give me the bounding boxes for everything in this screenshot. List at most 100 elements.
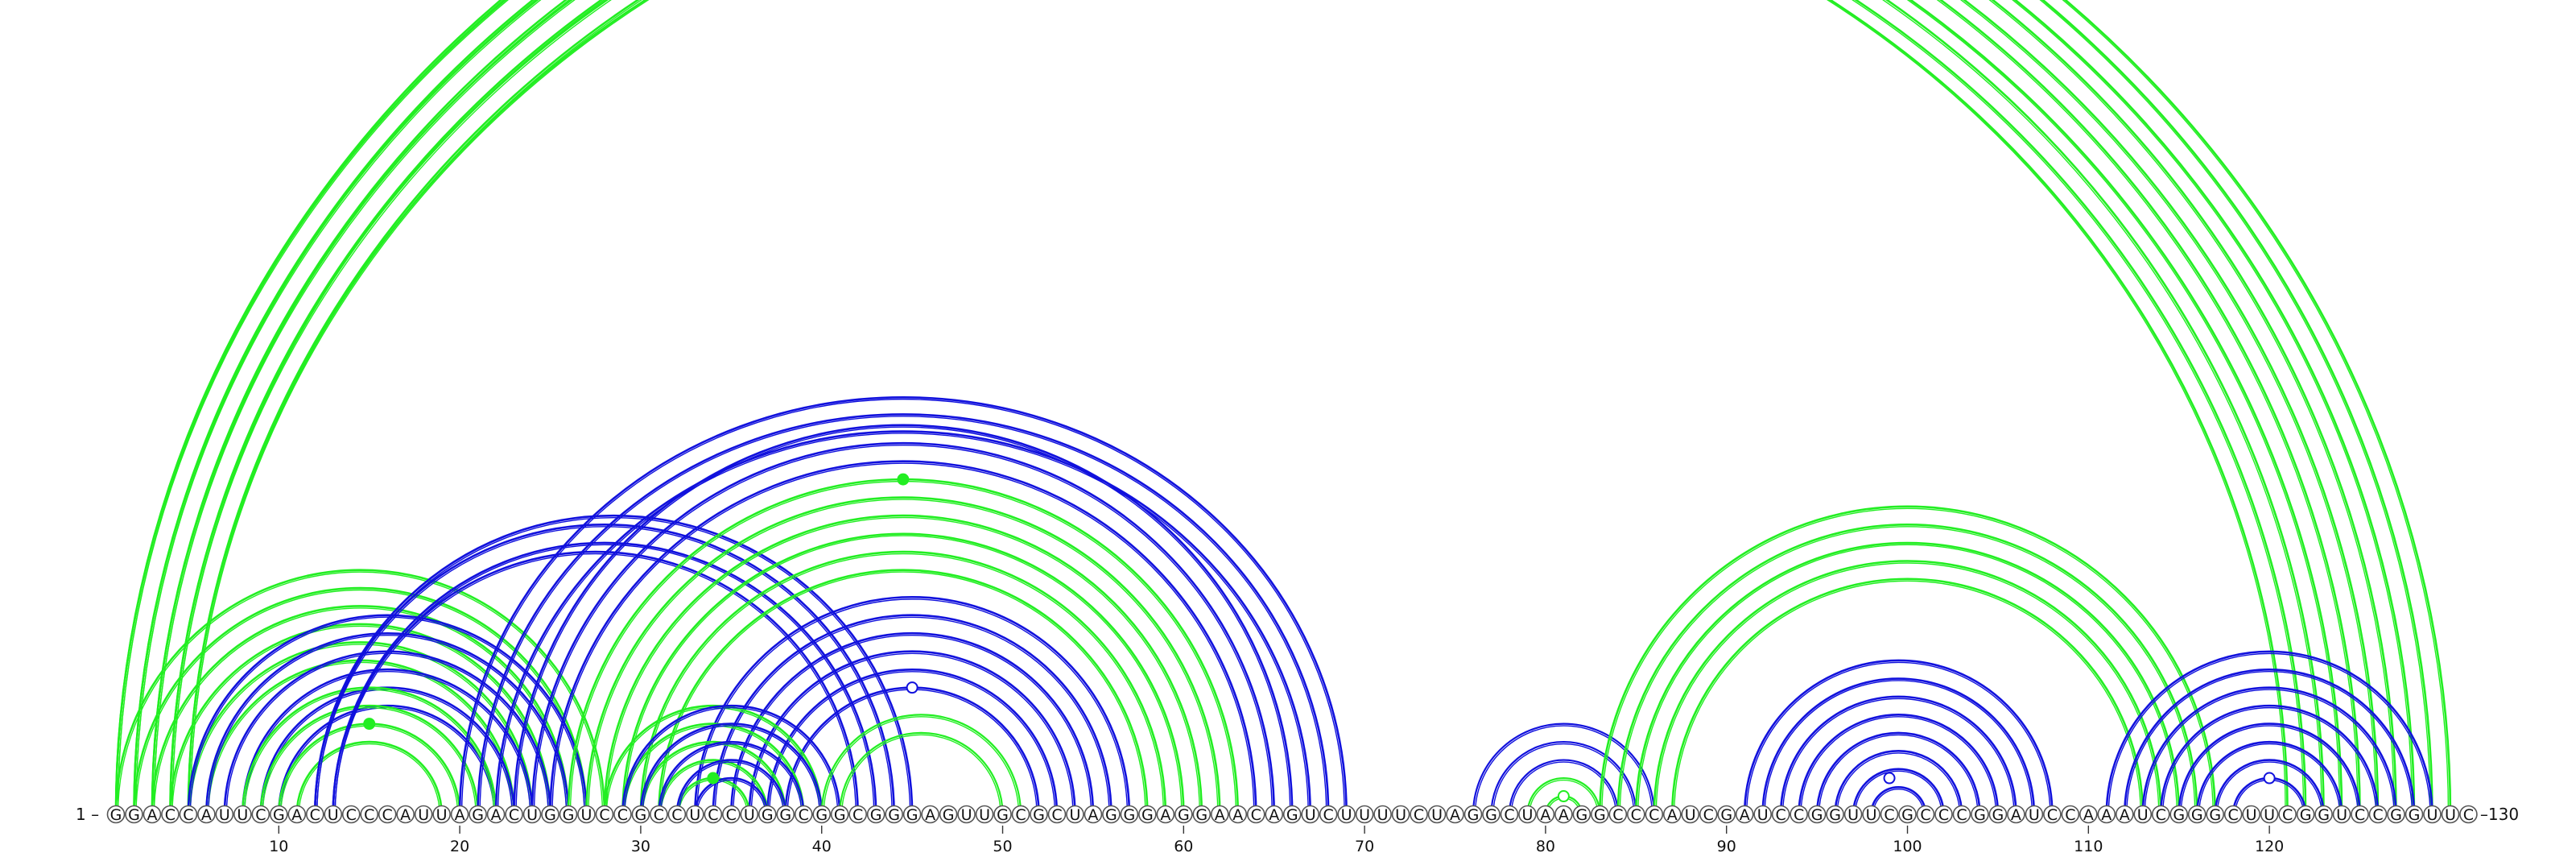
- nucleotide-letter: G: [1141, 806, 1154, 824]
- nucleotide-letter: U: [1431, 806, 1443, 824]
- nucleotide-letter: U: [219, 806, 230, 824]
- tick-label: 120: [2255, 838, 2284, 855]
- base-pair-arc-94-105: [1798, 714, 2000, 815]
- nucleotide-circle: [1246, 805, 1265, 824]
- base-pair-arc-5-121: [187, 0, 2289, 815]
- nucleotide-letter: G: [1124, 806, 1136, 824]
- base-pair-arc-97-102: [1852, 768, 1945, 815]
- nucleotide-circle: [1156, 805, 1175, 824]
- base-pair-arc-28-61: [603, 514, 1203, 815]
- base-pair-arc-inner-30-40: [642, 725, 820, 815]
- nucleotide-circle: [650, 805, 668, 824]
- nucleotide-circle: [902, 805, 922, 824]
- base-pair-arc-inner-93-106: [1781, 698, 2015, 815]
- nucleotide-letter: G: [1901, 806, 1913, 824]
- nucleotide-letter: U: [1395, 806, 1406, 824]
- base-pair-arc-inner-94-105: [1800, 716, 1997, 815]
- base-pair-arc-87-113: [1670, 578, 2145, 815]
- base-pair-arc-27-62: [585, 496, 1221, 815]
- base-pair-arc-inner-40-51: [823, 716, 1020, 815]
- base-pair-arc-inner-1-129: [117, 0, 2431, 815]
- nucleotide-letter: U: [961, 806, 972, 824]
- nucleotide-letter: A: [400, 806, 411, 824]
- base-pair-arc-inner-6-26: [208, 635, 568, 815]
- nucleotide-letter: C: [1323, 806, 1334, 824]
- base-pair-arc-2-27: [133, 586, 588, 815]
- base-pair-arc-33-57: [694, 595, 1131, 815]
- sequence-end-label: –130: [2480, 805, 2519, 824]
- base-pair-arc-33-37: [694, 776, 769, 815]
- base-pair-arc-inner-85-115: [1637, 544, 2178, 815]
- base-pair-arc-inner-77-85: [1492, 743, 1635, 815]
- nucleotide-circle: [179, 805, 198, 824]
- nucleotide-letter: U: [2246, 806, 2257, 824]
- base-pair-arc-86-114: [1653, 560, 2162, 815]
- nucleotide-letter: G: [1992, 806, 2004, 824]
- base-pair-arc-inner-76-86: [1474, 725, 1653, 815]
- base-pair-arc-inner-79-83: [1529, 779, 1599, 815]
- nucleotide-letter: C: [1504, 806, 1514, 824]
- nucleotide-letter: G: [273, 806, 285, 824]
- nucleotide-circle: [1500, 805, 1519, 824]
- nucleotide-circle: [812, 805, 832, 824]
- nucleotide-circle: [2405, 805, 2424, 824]
- base-pair-arc-inner-32-38: [678, 761, 784, 815]
- nucleotide-circle: [830, 805, 849, 824]
- nucleotide-circle: [251, 805, 270, 824]
- nucleotide-circle: [1427, 805, 1447, 824]
- base-pair-arc-78-84: [1508, 759, 1619, 815]
- nucleotide-letter: C: [852, 806, 863, 824]
- nucleotide-circle: [270, 805, 288, 824]
- nucleotide-letter: U: [581, 806, 592, 824]
- base-pair-arc-20-69: [458, 396, 1348, 815]
- tick-label: 110: [2074, 838, 2103, 855]
- base-pair-arc-inner-28-61: [605, 516, 1200, 815]
- nucleotide-letter: U: [1359, 806, 1370, 824]
- nucleotide-circle: [1771, 805, 1790, 824]
- base-pair-arc-83-117: [1599, 505, 2216, 815]
- nucleotide-letter: G: [1811, 806, 1823, 824]
- base-pair-arc-inner-1-28: [117, 571, 604, 815]
- base-pair-arc-4-124: [169, 0, 2343, 815]
- base-pair-arc-85-115: [1635, 541, 2181, 815]
- nucleotide-letter: U: [237, 806, 248, 824]
- base-pair-arc-inner-24-65: [533, 445, 1273, 815]
- nucleotide-letter: G: [1720, 806, 1732, 824]
- nucleotide-circle: [469, 805, 487, 824]
- base-pair-arc-114-126: [2159, 704, 2380, 815]
- nucleotide-letter: G: [2191, 806, 2203, 824]
- base-pair-arc-inner-30-59: [642, 553, 1165, 815]
- base-pair-arc-10-20: [278, 722, 461, 815]
- nucleotide-circle: [1934, 805, 1953, 824]
- base-pair-arc-inner-37-53: [769, 671, 1056, 815]
- nucleotide-circle: [957, 805, 976, 824]
- nucleotide-circle: [2061, 805, 2080, 824]
- base-pair-arc-30-59: [639, 550, 1167, 815]
- arc-apex-marker: [2263, 772, 2276, 785]
- nucleotide-circle: [414, 805, 433, 824]
- nucleotide-circle: [341, 805, 361, 824]
- nucleotide-circle: [2441, 805, 2460, 824]
- base-pair-arc-3-26: [151, 605, 570, 815]
- nucleotide-circle: [1699, 805, 1718, 824]
- nucleotide-letter: G: [762, 806, 774, 824]
- nucleotide-letter: C: [1015, 806, 1026, 824]
- nucleotide-letter: G: [110, 806, 122, 824]
- nucleotide-letter: C: [2228, 806, 2239, 824]
- base-pair-arc-84-116: [1616, 524, 2198, 815]
- base-pair-arc-29-60: [621, 532, 1185, 815]
- nucleotide-circle: [1482, 805, 1501, 824]
- nucleotide-circle: [1862, 805, 1880, 824]
- base-pair-arc-116-124: [2195, 740, 2343, 815]
- nucleotide-circle: [1174, 805, 1193, 824]
- nucleotide-letter: C: [1251, 806, 1261, 824]
- nucleotide-circle: [2223, 805, 2243, 824]
- nucleotide-letter: G: [128, 806, 140, 824]
- base-pair-arc-inner-111-129: [2107, 652, 2431, 815]
- base-pair-arc-31-39: [658, 740, 805, 815]
- nucleotide-circle: [613, 805, 632, 824]
- nucleotide-letter: A: [1232, 806, 1243, 824]
- base-pair-arc-13-42: [332, 550, 859, 815]
- nucleotide-letter: G: [1594, 806, 1606, 824]
